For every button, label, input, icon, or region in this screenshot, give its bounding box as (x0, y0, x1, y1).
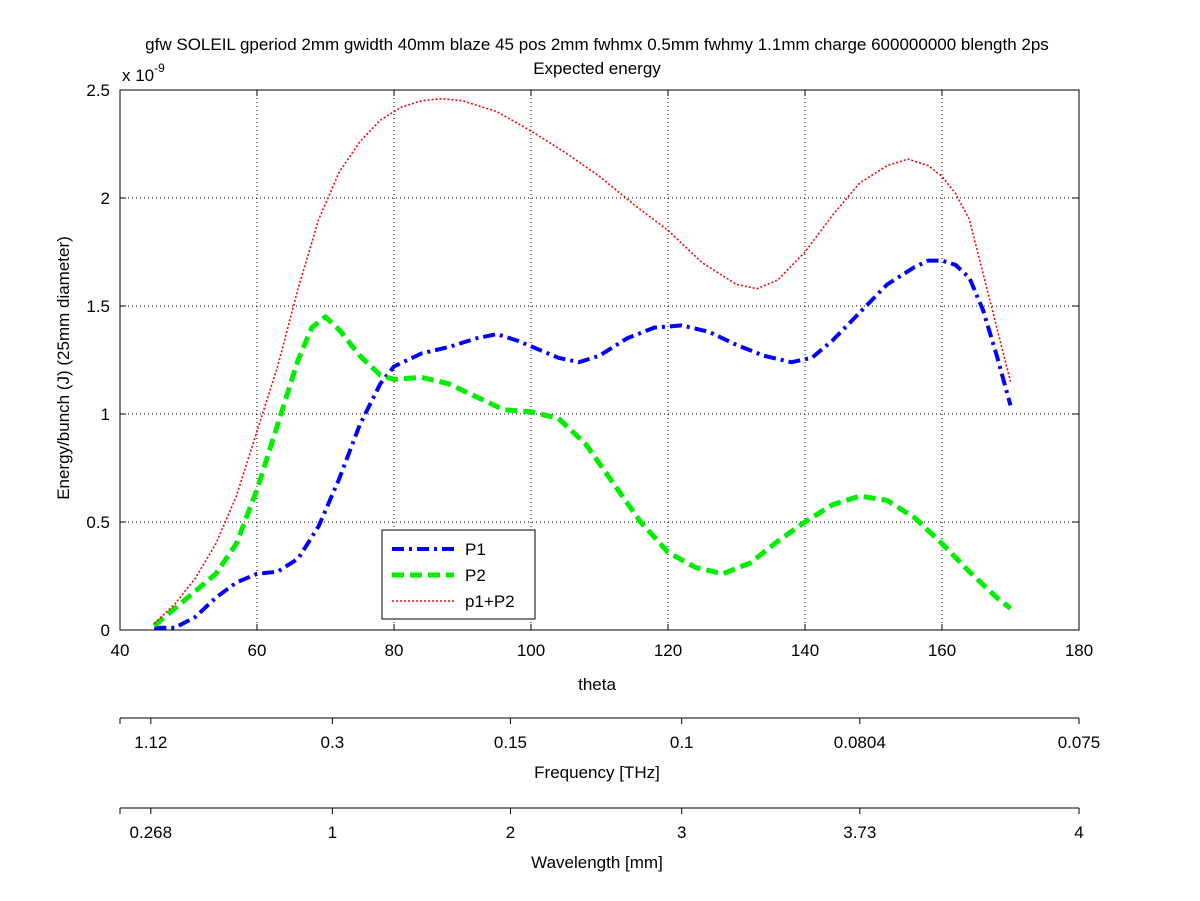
secondary-axis-tick-label: 0.1 (670, 733, 694, 752)
legend-entry-label: p1+P2 (465, 592, 515, 611)
secondary-axis-tick-label: 1 (328, 823, 337, 842)
legend-box (381, 529, 536, 620)
y-tick-label: 0 (101, 621, 110, 640)
secondary-axis-label: Wavelength [mm] (531, 853, 663, 872)
secondary-axis-tick-label: 0.3 (321, 733, 345, 752)
x-tick-label: 80 (385, 641, 404, 660)
y-tick-label: 2.5 (86, 81, 110, 100)
secondary-axis-tick-label: 2 (506, 823, 515, 842)
y-tick-label: 1 (101, 405, 110, 424)
secondary-axes: 1.12 0.3 0.15 0.1 0.0804 0.075 Frequency [THz]… (119, 717, 1101, 872)
legend: P1 P2 p1+P2 (381, 529, 536, 620)
chart-title: gfw SOLEIL gperiod 2mm gwidth 40mm blaze… (145, 35, 1049, 54)
legend-entry-label: P1 (465, 540, 486, 559)
plot-background (120, 90, 1079, 630)
x-axis-label: theta (578, 675, 616, 694)
x-tick-label: 180 (1065, 641, 1093, 660)
plot-area: 40 60 80 100 120 140 160 180 0 0.5 1 1.5 2 2.5 (86, 81, 1093, 660)
secondary-axis-tick-label: 4 (1074, 823, 1083, 842)
secondary-axis-label: Frequency [THz] (534, 763, 660, 782)
y-axis-ticks: 0 0.5 1 1.5 2 2.5 (86, 81, 1079, 640)
x-tick-label: 140 (791, 641, 819, 660)
chart-subtitle: Expected energy (533, 59, 661, 78)
x-axis-ticks: 40 60 80 100 120 140 160 180 (111, 90, 1093, 660)
y-multiplier-base: x 10 (122, 66, 154, 85)
x-tick-label: 160 (928, 641, 956, 660)
series-lines (152, 97, 1013, 630)
secondary-axis-tick-label: 3.73 (843, 823, 876, 842)
y-tick-label: 0.5 (86, 513, 110, 532)
y-axis-label: Energy/bunch (J) (25mm diameter) (54, 236, 73, 500)
y-tick-label: 1.5 (86, 297, 110, 316)
y-multiplier-exponent: -9 (154, 61, 165, 75)
secondary-axis-tick-label: 1.12 (134, 733, 167, 752)
secondary-axis-tick-label: 0.0804 (834, 733, 886, 752)
secondary-axis-tick-label: 0.15 (494, 733, 527, 752)
series-line-p1 (154, 258, 1013, 630)
secondary-axis-tick-label: 3 (677, 823, 686, 842)
x-tick-label: 40 (111, 641, 130, 660)
x-tick-label: 120 (654, 641, 682, 660)
legend-entry-label: P2 (465, 566, 486, 585)
plot-frame (119, 89, 1080, 631)
y-multiplier: x 10-9 (122, 61, 165, 85)
y-tick-label: 2 (101, 189, 110, 208)
secondary-axis-tick-label: 0.268 (130, 823, 173, 842)
secondary-axis-tick-label: 0.075 (1058, 733, 1101, 752)
x-tick-label: 60 (248, 641, 267, 660)
series-line-p2 (152, 314, 1013, 628)
x-tick-label: 100 (517, 641, 545, 660)
